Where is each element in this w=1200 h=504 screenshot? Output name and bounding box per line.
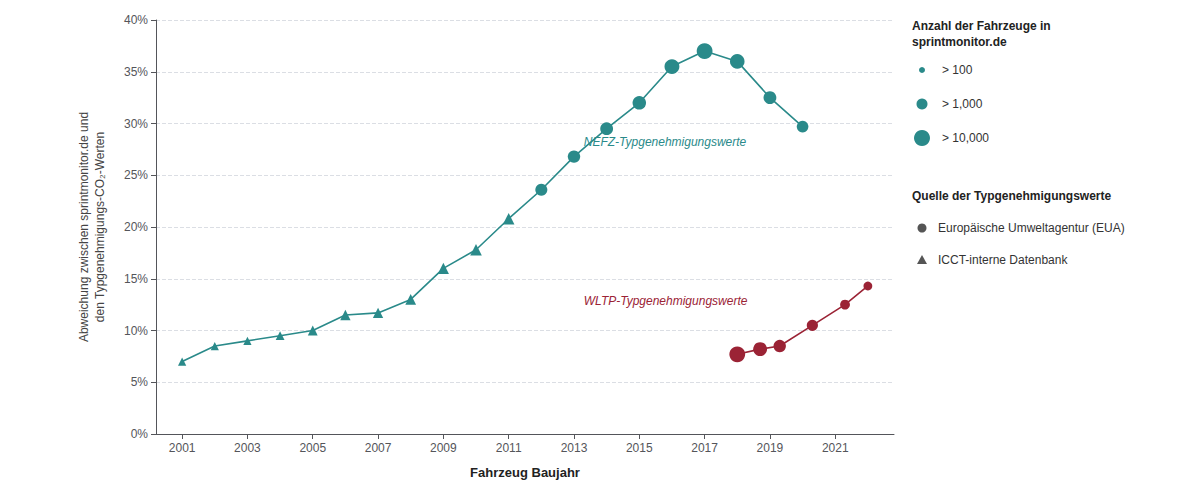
svg-text:ICCT-interne Datenbank: ICCT-interne Datenbank (938, 253, 1068, 267)
svg-text:> 1,000: > 1,000 (942, 97, 983, 111)
svg-text:2007: 2007 (365, 441, 392, 455)
svg-text:2011: 2011 (496, 441, 522, 455)
svg-text:> 10,000: > 10,000 (942, 131, 989, 145)
svg-text:15%: 15% (124, 272, 148, 286)
svg-text:Abweichung zwischen sprintmoni: Abweichung zwischen sprintmonitor.de und (77, 112, 91, 342)
svg-text:2017: 2017 (691, 441, 718, 455)
svg-text:sprintmonitor.de: sprintmonitor.de (912, 35, 1007, 49)
svg-text:40%: 40% (124, 13, 148, 27)
svg-text:Europäische Umweltagentur (EUA: Europäische Umweltagentur (EUA) (938, 221, 1125, 235)
svg-text:2013: 2013 (561, 441, 588, 455)
svg-text:2009: 2009 (430, 441, 457, 455)
svg-text:2005: 2005 (299, 441, 326, 455)
svg-text:2021: 2021 (822, 441, 849, 455)
svg-text:2001: 2001 (169, 441, 196, 455)
svg-text:NEFZ-Typgenehmigungswerte: NEFZ-Typgenehmigungswerte (584, 135, 747, 149)
svg-text:20%: 20% (124, 220, 148, 234)
svg-text:2015: 2015 (626, 441, 653, 455)
svg-text:0%: 0% (131, 427, 149, 441)
svg-text:35%: 35% (124, 65, 148, 79)
svg-text:Fahrzeug Baujahr: Fahrzeug Baujahr (470, 465, 580, 480)
svg-text:5%: 5% (131, 375, 149, 389)
svg-text:30%: 30% (124, 117, 148, 131)
svg-text:den Typgenehmigungs-CO₂-Werten: den Typgenehmigungs-CO₂-Werten (93, 132, 107, 322)
svg-text:2019: 2019 (757, 441, 784, 455)
svg-text:WLTP-Typgenehmigungswerte: WLTP-Typgenehmigungswerte (584, 294, 748, 308)
svg-text:25%: 25% (124, 168, 148, 182)
svg-text:10%: 10% (124, 324, 148, 338)
svg-text:> 100: > 100 (942, 63, 973, 77)
svg-text:Quelle der Typgenehmigungswert: Quelle der Typgenehmigungswerte (912, 189, 1111, 203)
svg-text:2003: 2003 (234, 441, 261, 455)
svg-text:Anzahl der Fahrzeuge in: Anzahl der Fahrzeuge in (912, 19, 1051, 33)
